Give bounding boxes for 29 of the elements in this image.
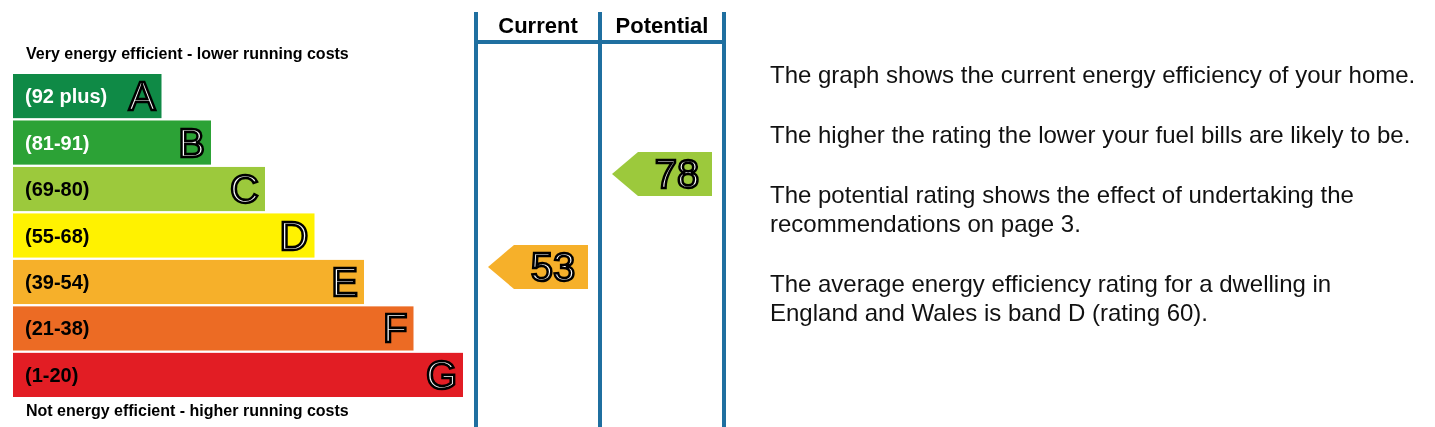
text: Very energy efficient - lower running costs (26, 45, 349, 62)
y-tick-label: D (279, 213, 309, 258)
bar (13, 306, 414, 351)
annotation: (1-20) (25, 363, 79, 386)
text: The average energy efficiency rating for a dwelling in England and Wales is band D (rating 60). (770, 270, 1332, 326)
text: The higher the rating the lower your fuel bills are likely to be. (770, 121, 1411, 148)
text: The potential rating shows the effect of undertaking the recommendations on page 3. (770, 181, 1354, 237)
bar (13, 352, 463, 397)
y-tick-label: E (331, 259, 358, 304)
annotation: (92 plus) (25, 85, 108, 108)
text: 53 (530, 244, 576, 289)
text: The graph shows the current energy efficiency of your home. (770, 61, 1416, 88)
annotation: (39-54) (25, 270, 90, 293)
y-tick-label: F (383, 306, 408, 351)
annotation: (55-68) (25, 224, 90, 247)
y-tick-label: A (128, 74, 156, 119)
annotation: (69-80) (25, 178, 90, 201)
text: Current (498, 13, 579, 38)
bar (13, 213, 315, 258)
y-tick-label: C (230, 167, 259, 212)
text: 78 (654, 152, 700, 197)
text: Not energy efficient - higher running costs (26, 402, 349, 419)
y-tick-label: G (425, 352, 457, 397)
bar (13, 259, 364, 305)
y-tick-label: B (178, 120, 205, 165)
annotation: (21-38) (25, 317, 90, 340)
bar (13, 166, 265, 212)
text: Potential (615, 13, 709, 38)
annotation: (81-91) (25, 131, 90, 154)
